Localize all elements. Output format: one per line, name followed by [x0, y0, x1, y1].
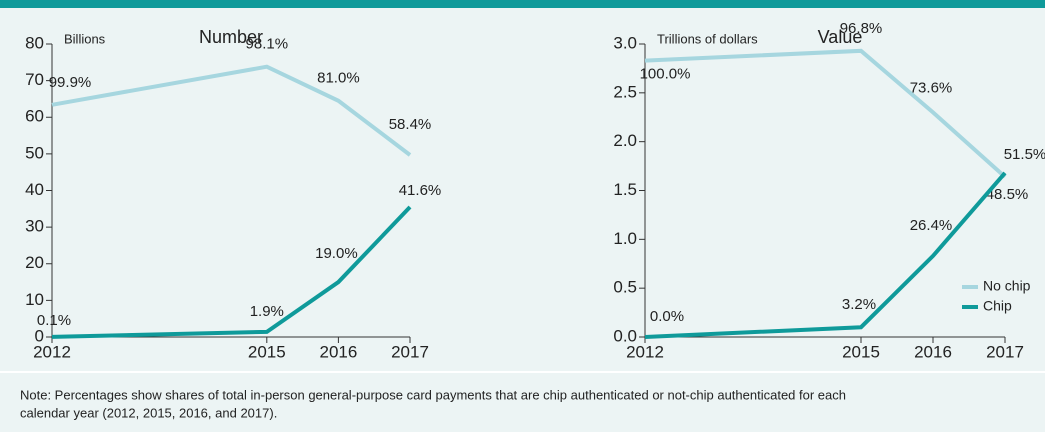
y-tick-label: 50: [25, 143, 44, 162]
share-label: 0.1%: [37, 312, 71, 329]
legend-label: Chip: [983, 298, 1012, 314]
share-label: 3.2%: [842, 296, 876, 313]
share-label: 41.6%: [399, 182, 442, 199]
share-label: 1.9%: [250, 303, 284, 320]
x-tick-label: 2012: [626, 342, 664, 361]
x-tick-label: 2015: [248, 342, 286, 361]
y-tick-label: 10: [25, 290, 44, 309]
top-bar: [0, 0, 1045, 8]
y-tick-label: 1.0: [613, 229, 637, 248]
share-label: 48.5%: [986, 186, 1029, 203]
line: [644, 171, 1007, 339]
x-tick-label: 2012: [33, 342, 71, 361]
x-tick-label: 2017: [986, 342, 1024, 361]
share-label: 81.0%: [317, 70, 360, 87]
share-label: 58.4%: [389, 116, 432, 133]
share-label: 51.5%: [1004, 146, 1045, 163]
y-tick-label: 30: [25, 217, 44, 236]
y-unit: Billions: [64, 31, 106, 46]
y-tick-label: 80: [25, 33, 44, 52]
chart-title: Value: [818, 27, 863, 47]
share-label: 73.6%: [910, 79, 953, 96]
note: calendar year (2012, 2015, 2016, and 201…: [20, 405, 277, 420]
line: [644, 48, 1007, 179]
y-tick-label: 2.0: [613, 131, 637, 150]
chart-title: Number: [199, 27, 263, 47]
y-tick-label: 60: [25, 107, 44, 126]
y-tick-label: 1.5: [613, 180, 637, 199]
share-label: 96.8%: [840, 20, 883, 37]
y-unit: Trillions of dollars: [657, 31, 758, 46]
x-tick-label: 2017: [391, 342, 429, 361]
y-tick-label: 40: [25, 180, 44, 199]
y-tick-label: 0.5: [613, 278, 637, 297]
share-label: 99.9%: [49, 74, 92, 91]
share-label: 100.0%: [640, 66, 691, 83]
share-label: 98.1%: [246, 36, 289, 53]
y-tick-label: 0.0: [613, 326, 637, 345]
x-tick-label: 2016: [914, 342, 952, 361]
y-tick-label: 0: [35, 326, 44, 345]
y-tick-label: 20: [25, 253, 44, 272]
share-label: 0.0%: [650, 308, 684, 325]
y-tick-label: 3.0: [613, 33, 637, 52]
legend-label: No chip: [983, 278, 1031, 294]
x-tick-label: 2016: [319, 342, 357, 361]
y-tick-label: 2.5: [613, 82, 637, 101]
y-tick-label: 70: [25, 70, 44, 89]
share-label: 26.4%: [910, 217, 953, 234]
line: [51, 64, 412, 157]
share-label: 19.0%: [315, 245, 358, 262]
line: [51, 205, 412, 339]
note: Note: Percentages show shares of total i…: [20, 387, 846, 402]
x-tick-label: 2015: [842, 342, 880, 361]
